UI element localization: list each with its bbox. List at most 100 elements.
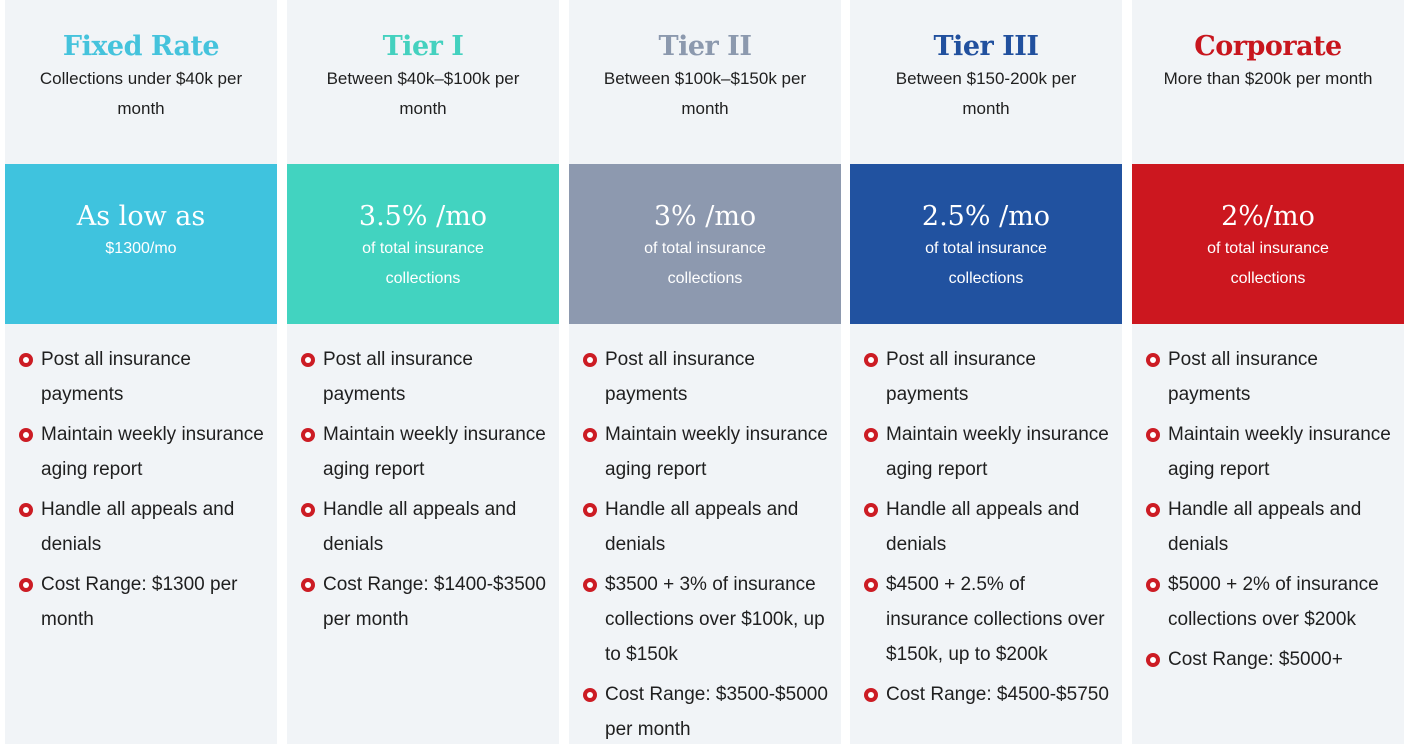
feature-item: Handle all appeals and denials	[583, 492, 829, 562]
feature-text: Maintain weekly insurance aging report	[41, 424, 264, 480]
feature-text: Maintain weekly insurance aging report	[605, 424, 828, 480]
plan-name: Tier III	[933, 31, 1039, 62]
circle-dot-icon	[864, 353, 878, 367]
pricing-column: Tier I Between $40k–$100k per month 3.5% /…	[287, 0, 559, 744]
feature-list: Post all insurance payments Maintain week…	[1132, 324, 1404, 677]
circle-dot-icon	[301, 428, 315, 442]
feature-text: $4500 + 2.5% of insurance collections ov…	[886, 574, 1105, 665]
plan-header: Tier II Between $100k–$150k per month	[569, 0, 841, 164]
circle-dot-icon	[19, 353, 33, 367]
feature-text: Cost Range: $1400-$3500 per month	[323, 574, 546, 630]
circle-dot-icon	[583, 353, 597, 367]
circle-dot-icon	[19, 428, 33, 442]
circle-dot-icon	[583, 688, 597, 702]
feature-item: $5000 + 2% of insurance collections over…	[1146, 567, 1392, 637]
plan-subtitle: Collections under $40k per month	[39, 69, 243, 118]
price-band: As low as $1300/mo	[5, 164, 277, 324]
feature-text: Handle all appeals and denials	[323, 499, 517, 555]
feature-item: $3500 + 3% of insurance collections over…	[583, 567, 829, 672]
feature-item: Cost Range: $1400-$3500 per month	[301, 567, 547, 637]
feature-text: Cost Range: $5000+	[1168, 649, 1343, 670]
circle-dot-icon	[301, 503, 315, 517]
feature-text: Maintain weekly insurance aging report	[1168, 424, 1391, 480]
circle-dot-icon	[1146, 353, 1160, 367]
feature-text: Cost Range: $4500-$5750	[886, 684, 1109, 705]
feature-text: Maintain weekly insurance aging report	[323, 424, 546, 480]
circle-dot-icon	[1146, 653, 1160, 667]
feature-item: Handle all appeals and denials	[19, 492, 265, 562]
feature-item: Post all insurance payments	[1146, 342, 1392, 412]
plan-name: Corporate	[1194, 31, 1342, 62]
feature-text: Handle all appeals and denials	[605, 499, 799, 555]
circle-dot-icon	[19, 503, 33, 517]
feature-item: Cost Range: $4500-$5750	[864, 677, 1110, 712]
price-band: 2.5% /mo of total insurance collections	[850, 164, 1122, 324]
price-band: 3.5% /mo of total insurance collections	[287, 164, 559, 324]
feature-list: Post all insurance payments Maintain week…	[850, 324, 1122, 712]
feature-item: $4500 + 2.5% of insurance collections ov…	[864, 567, 1110, 672]
plan-price: 3% /mo	[653, 201, 757, 232]
feature-item: Handle all appeals and denials	[1146, 492, 1392, 562]
circle-dot-icon	[301, 578, 315, 592]
feature-item: Maintain weekly insurance aging report	[19, 417, 265, 487]
feature-item: Cost Range: $1300 per month	[19, 567, 265, 637]
feature-text: Post all insurance payments	[323, 349, 473, 405]
feature-item: Cost Range: $5000+	[1146, 642, 1392, 677]
feature-item: Post all insurance payments	[301, 342, 547, 412]
circle-dot-icon	[864, 688, 878, 702]
feature-text: Cost Range: $3500-$5000 per month	[605, 684, 828, 740]
pricing-column: Corporate More than $200k per month 2%/mo o…	[1132, 0, 1404, 744]
feature-text: Handle all appeals and denials	[1168, 499, 1362, 555]
feature-list: Post all insurance payments Maintain week…	[5, 324, 277, 637]
pricing-column: Fixed Rate Collections under $40k per mon…	[5, 0, 277, 744]
price-band: 3% /mo of total insurance collections	[569, 164, 841, 324]
plan-price: 2.5% /mo	[921, 201, 1051, 232]
price-note: of total insurance collections	[644, 240, 766, 287]
plan-name: Tier I	[382, 31, 464, 62]
plan-price: 2%/mo	[1221, 201, 1315, 232]
price-note: of total insurance collections	[362, 240, 484, 287]
plan-subtitle: Between $100k–$150k per month	[603, 69, 807, 118]
feature-item: Post all insurance payments	[864, 342, 1110, 412]
price-note: $1300/mo	[105, 240, 177, 257]
feature-text: Post all insurance payments	[1168, 349, 1318, 405]
circle-dot-icon	[583, 578, 597, 592]
price-note: of total insurance collections	[1207, 240, 1329, 287]
circle-dot-icon	[583, 428, 597, 442]
feature-text: $3500 + 3% of insurance collections over…	[605, 574, 825, 665]
circle-dot-icon	[1146, 428, 1160, 442]
plan-header: Tier III Between $150-200k per month	[850, 0, 1122, 164]
feature-item: Post all insurance payments	[19, 342, 265, 412]
plan-subtitle: More than $200k per month	[1163, 69, 1373, 88]
pricing-column: Tier III Between $150-200k per month 2.5% …	[850, 0, 1122, 744]
plan-name: Tier II	[658, 31, 752, 62]
feature-item: Maintain weekly insurance aging report	[583, 417, 829, 487]
plan-price: As low as	[76, 201, 206, 232]
feature-item: Handle all appeals and denials	[864, 492, 1110, 562]
plan-name: Fixed Rate	[62, 31, 220, 62]
feature-item: Post all insurance payments	[583, 342, 829, 412]
feature-text: $5000 + 2% of insurance collections over…	[1168, 574, 1379, 630]
feature-text: Cost Range: $1300 per month	[41, 574, 238, 630]
plan-header: Tier I Between $40k–$100k per month	[287, 0, 559, 164]
plan-subtitle: Between $40k–$100k per month	[326, 69, 520, 118]
feature-list: Post all insurance payments Maintain week…	[569, 324, 841, 744]
feature-item: Maintain weekly insurance aging report	[301, 417, 547, 487]
circle-dot-icon	[19, 578, 33, 592]
circle-dot-icon	[583, 503, 597, 517]
price-band: 2%/mo of total insurance collections	[1132, 164, 1404, 324]
pricing-column: Tier II Between $100k–$150k per month 3% /…	[569, 0, 841, 744]
circle-dot-icon	[864, 428, 878, 442]
feature-text: Post all insurance payments	[605, 349, 755, 405]
circle-dot-icon	[864, 578, 878, 592]
plan-price: 3.5% /mo	[358, 201, 488, 232]
feature-item: Maintain weekly insurance aging report	[1146, 417, 1392, 487]
circle-dot-icon	[301, 353, 315, 367]
feature-item: Cost Range: $3500-$5000 per month	[583, 677, 829, 744]
plan-header: Fixed Rate Collections under $40k per mon…	[5, 0, 277, 164]
feature-list: Post all insurance payments Maintain week…	[287, 324, 559, 637]
feature-text: Post all insurance payments	[886, 349, 1036, 405]
circle-dot-icon	[1146, 578, 1160, 592]
plan-subtitle: Between $150-200k per month	[895, 69, 1077, 118]
feature-text: Handle all appeals and denials	[886, 499, 1080, 555]
